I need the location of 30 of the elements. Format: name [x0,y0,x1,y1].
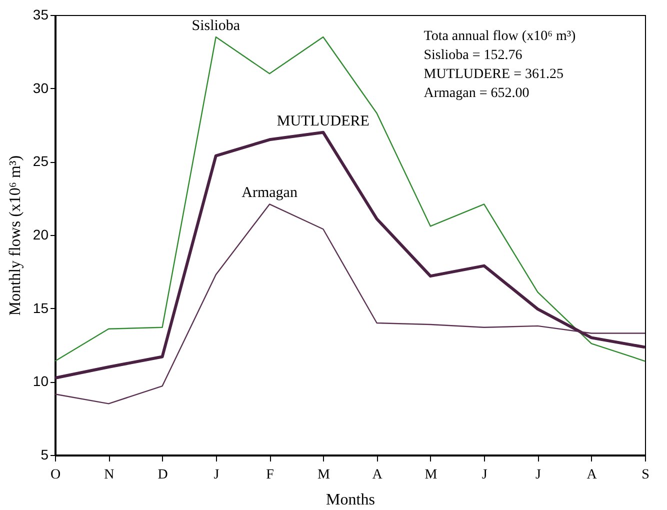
x-tick-label: S [642,468,650,482]
annotation: MUTLUDERE = 361.25 [424,67,564,82]
series-label: Sislioba [192,18,240,34]
x-tick-label: M [317,468,330,482]
x-tick-label: J [482,468,488,482]
y-tick-label: 5 [40,446,49,462]
y-tick-label: 10 [32,373,49,390]
x-tick-label: M [424,468,438,482]
y-tick-label: 30 [32,80,49,96]
x-tick-label: J [214,468,220,482]
x-tick-label: O [50,468,61,482]
x-tick-label: A [586,468,598,482]
x-tick-label: F [266,468,274,482]
x-axis-title: Months [326,492,375,508]
x-tick-label: J [536,468,542,482]
series-label: Armagan [242,185,298,202]
y-tick-label: 15 [32,300,49,316]
y-tick-label: 20 [32,226,49,242]
series-label: MUTLUDERE [276,113,370,130]
x-tick-label: N [104,468,114,482]
x-tick-label: D [158,468,168,482]
annotation: Armagan = 652.00 [424,86,530,101]
y-tick-label: 25 [32,153,49,170]
annotation: Sislioba = 152.76 [424,48,522,63]
y-axis-title: Monthly flows (x10⁶ m³) [6,155,24,316]
line-series [54,204,646,404]
line-series [54,130,646,380]
x-tick-label: A [372,468,384,482]
annotation: Tota annual flow (x10⁶ m³) [424,29,576,44]
y-tick-label: 35 [32,6,49,22]
